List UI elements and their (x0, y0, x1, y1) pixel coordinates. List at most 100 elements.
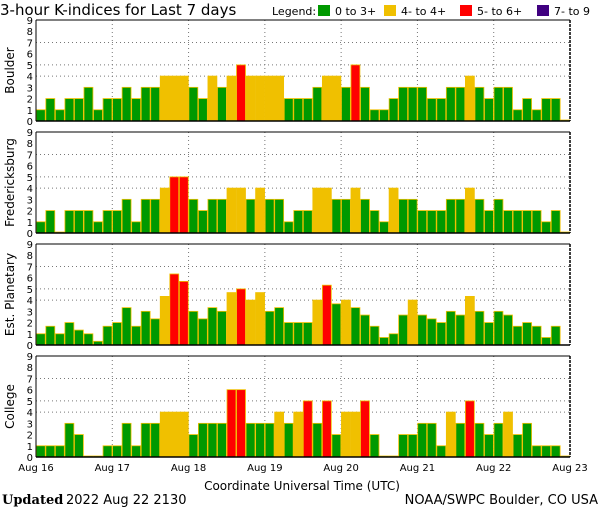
bar (426, 98, 437, 122)
bar (159, 75, 170, 122)
bar (302, 322, 313, 346)
bar (236, 288, 246, 346)
bar (255, 75, 265, 122)
bar (417, 86, 428, 122)
legend-entry: 7- to 9 (554, 5, 590, 18)
bar (226, 292, 237, 346)
bar (474, 310, 485, 346)
y-tick-label: 7 (27, 374, 33, 385)
bar (93, 221, 103, 234)
x-tick-label: Aug 22 (476, 463, 511, 474)
y-tick-label: 4 (27, 296, 33, 307)
bar (74, 210, 84, 234)
bar (465, 187, 475, 234)
bar (531, 210, 542, 234)
y-tick-label: 9 (27, 352, 33, 363)
bar (207, 75, 218, 122)
y-tick-label: 1 (27, 442, 33, 453)
x-tick-label: Aug 20 (323, 463, 358, 474)
bar (465, 75, 475, 122)
bar (331, 434, 342, 458)
y-tick-label: 1 (27, 106, 33, 117)
x-tick-label: Aug 16 (18, 463, 53, 474)
bar (54, 445, 65, 458)
bar (293, 210, 304, 234)
bar (198, 422, 208, 458)
bar (198, 98, 208, 122)
bar (283, 422, 294, 458)
y-tick-label: 8 (27, 139, 33, 150)
bar (236, 389, 246, 458)
bar (112, 210, 122, 234)
bar (445, 411, 456, 458)
bar (93, 109, 103, 122)
bar (503, 86, 513, 122)
y-tick-label: 2 (27, 319, 33, 330)
bar (264, 422, 275, 458)
bar (445, 86, 456, 122)
bar (264, 75, 275, 122)
bar (264, 198, 275, 234)
bar (360, 400, 370, 458)
y-tick-label: 1 (27, 218, 33, 229)
bar (531, 445, 542, 458)
bar (245, 198, 256, 234)
bar (207, 198, 218, 234)
bar (350, 307, 361, 346)
y-tick-label: 6 (27, 50, 33, 61)
legend-entry: 4- to 4+ (401, 5, 446, 18)
legend-label: Legend: (272, 5, 316, 18)
bar (531, 325, 542, 346)
bar (35, 333, 46, 346)
bar (217, 86, 227, 122)
y-tick-label: 4 (27, 184, 33, 195)
bar (140, 422, 151, 458)
bar (550, 210, 561, 234)
bar (321, 75, 332, 122)
bar (207, 422, 218, 458)
bar (178, 411, 189, 458)
bar (274, 198, 285, 234)
y-tick-label: 3 (27, 307, 33, 318)
bar (112, 445, 122, 458)
bar (369, 325, 380, 346)
bar (198, 210, 208, 234)
bar (188, 198, 199, 234)
legend: Legend: 0 to 3+ 4- to 4+ 5- to 6+ 7- to 9 (272, 5, 590, 18)
bar (102, 98, 113, 122)
bar (178, 75, 189, 122)
bar (321, 284, 332, 346)
bar (207, 307, 218, 346)
bar (236, 64, 246, 122)
bar (64, 98, 75, 122)
bar (312, 422, 323, 458)
bar (341, 411, 351, 458)
bar (474, 86, 485, 122)
bar (140, 198, 151, 234)
bar (379, 221, 389, 234)
bar (388, 98, 399, 122)
bar (283, 98, 294, 122)
y-tick-label: 7 (27, 150, 33, 161)
bar (531, 109, 542, 122)
bar (350, 64, 361, 122)
bar (102, 325, 113, 346)
bar (522, 322, 532, 346)
y-tick-label: 3 (27, 195, 33, 206)
bar (140, 310, 151, 346)
bar (74, 98, 84, 122)
bar (169, 273, 180, 346)
bar (255, 422, 265, 458)
panels: 0123456789Boulder0123456789Fredericksbur… (3, 16, 571, 464)
bar (150, 422, 161, 458)
bar (321, 187, 332, 234)
bar (74, 329, 84, 346)
bar (550, 325, 561, 346)
bar (369, 434, 380, 458)
bar (102, 210, 113, 234)
bar (131, 325, 141, 346)
bar (74, 434, 84, 458)
y-tick-label: 9 (27, 128, 33, 139)
bar (398, 198, 408, 234)
bar (426, 422, 437, 458)
